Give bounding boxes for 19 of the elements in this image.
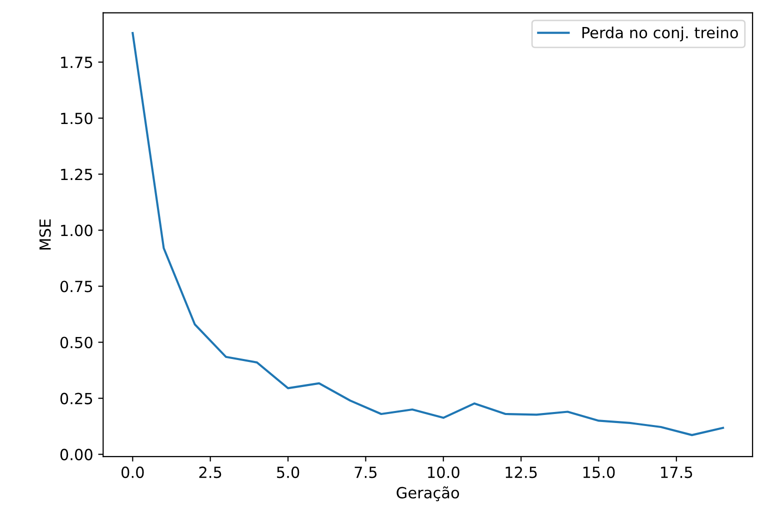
x-tick-label: 5.0 [277, 466, 300, 478]
x-tick-label: 17.5 [661, 466, 692, 478]
x-tick-label: 2.5 [199, 466, 222, 478]
x-tick-label: 7.5 [354, 466, 377, 478]
legend-label: Perda no conj. treino [582, 26, 738, 42]
y-axis-title: MSE [39, 219, 51, 250]
x-tick-label: 10.0 [428, 466, 460, 478]
y-tick-label: 0.50 [60, 336, 92, 348]
y-tick-label: 0.25 [60, 392, 92, 404]
y-tick-label: 0.00 [60, 448, 92, 460]
y-tick-label: 1.75 [61, 56, 92, 68]
y-tick-label: 0.75 [60, 280, 92, 292]
x-tick-label: 0.0 [122, 466, 144, 478]
y-tick-label: 1.00 [61, 224, 92, 236]
y-tick-label: 1.25 [61, 168, 92, 180]
x-axis-title: Geração [396, 486, 459, 502]
y-tick-label: 1.50 [61, 112, 92, 124]
x-tick-label: 12.5 [506, 466, 537, 478]
x-tick-label: 15.0 [583, 466, 615, 478]
